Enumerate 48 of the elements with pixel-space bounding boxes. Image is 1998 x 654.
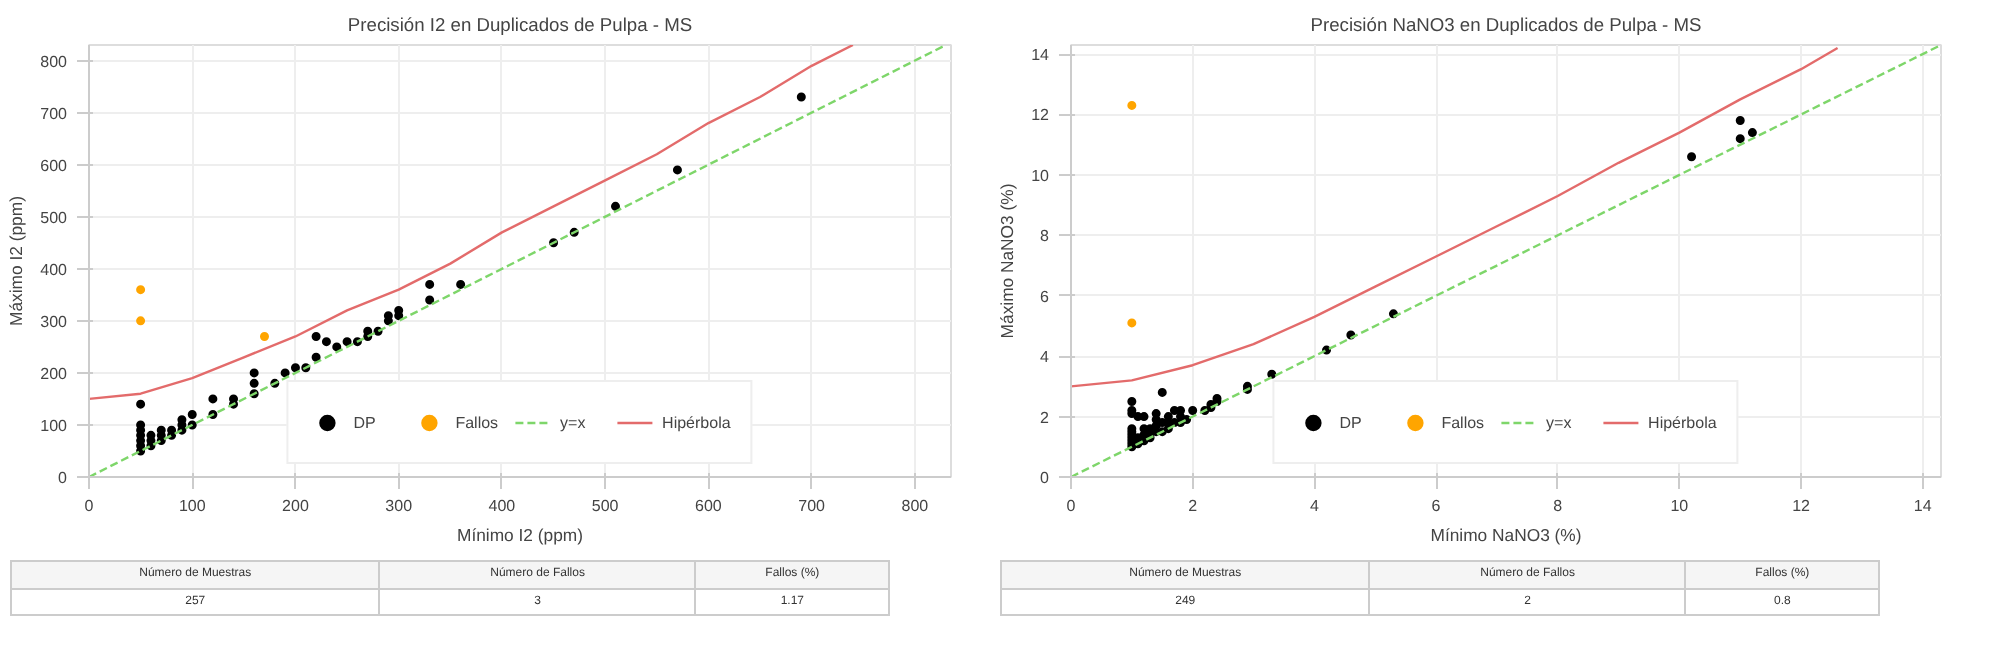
x-tick-label: 700 [798,497,827,515]
x-axis-title: Mínimo NaNO3 (%) [1430,525,1582,545]
x-axis-title: Mínimo I2 (ppm) [456,525,584,545]
y-tick-label: 12 [1031,106,1051,125]
legend-label: y=x [560,413,588,431]
x-tick-label: 300 [385,497,414,515]
y-tick-label: 100 [40,416,69,435]
x-tick-label: 10 [1670,497,1690,515]
y-tick-label: 8 [1040,227,1051,246]
legend-label: DP [353,413,378,431]
legend-label: Hipérbola [662,413,731,431]
y-tick-label: 600 [40,156,69,175]
y-tick-label: 4 [1040,348,1051,367]
x-tick-label: 0 [84,497,95,515]
y-axis-title: Máximo NaNO3 (%) [997,183,1018,339]
x-tick-label: 6 [1431,497,1442,515]
y-tick-label: 6 [1040,287,1051,306]
x-tick-label: 500 [591,497,620,515]
x-tick-label: 100 [178,497,207,515]
x-tick-label: 800 [901,497,930,515]
y-tick-label: 14 [1031,46,1051,65]
legend-label: y=x [1546,413,1574,431]
y-tick-label: 400 [40,260,69,279]
legend-label: Fallos [455,413,499,431]
x-tick-label: 2 [1188,497,1199,515]
y-tick-label: 0 [58,469,69,487]
legend-label: Hipérbola [1648,413,1717,431]
x-tick-label: 14 [1913,497,1933,515]
y-axis-title: Máximo I2 (ppm) [6,195,27,326]
x-tick-label: 0 [1066,497,1077,515]
y-tick-label: 200 [40,364,69,383]
chart-title: Precisión I2 en Duplicados de Pulpa - MS [347,15,693,35]
y-tick-label: 10 [1031,166,1051,185]
x-tick-label: 12 [1792,497,1812,515]
y-tick-label: 800 [40,52,69,71]
x-tick-label: 400 [488,497,517,515]
y-tick-label: 700 [40,104,69,123]
legend-label: Fallos [1441,413,1485,431]
y-tick-label: 300 [40,312,69,331]
legend-label: DP [1339,413,1364,431]
x-tick-label: 4 [1309,497,1320,515]
x-tick-label: 600 [695,497,723,515]
x-tick-label: 8 [1553,497,1564,515]
y-tick-label: 2 [1040,408,1051,427]
x-tick-label: 200 [282,497,310,515]
y-tick-label: 0 [1040,469,1051,487]
chart-title: Precisión NaNO3 en Duplicados de Pulpa - MS [1310,15,1702,35]
y-tick-label: 500 [40,208,69,227]
